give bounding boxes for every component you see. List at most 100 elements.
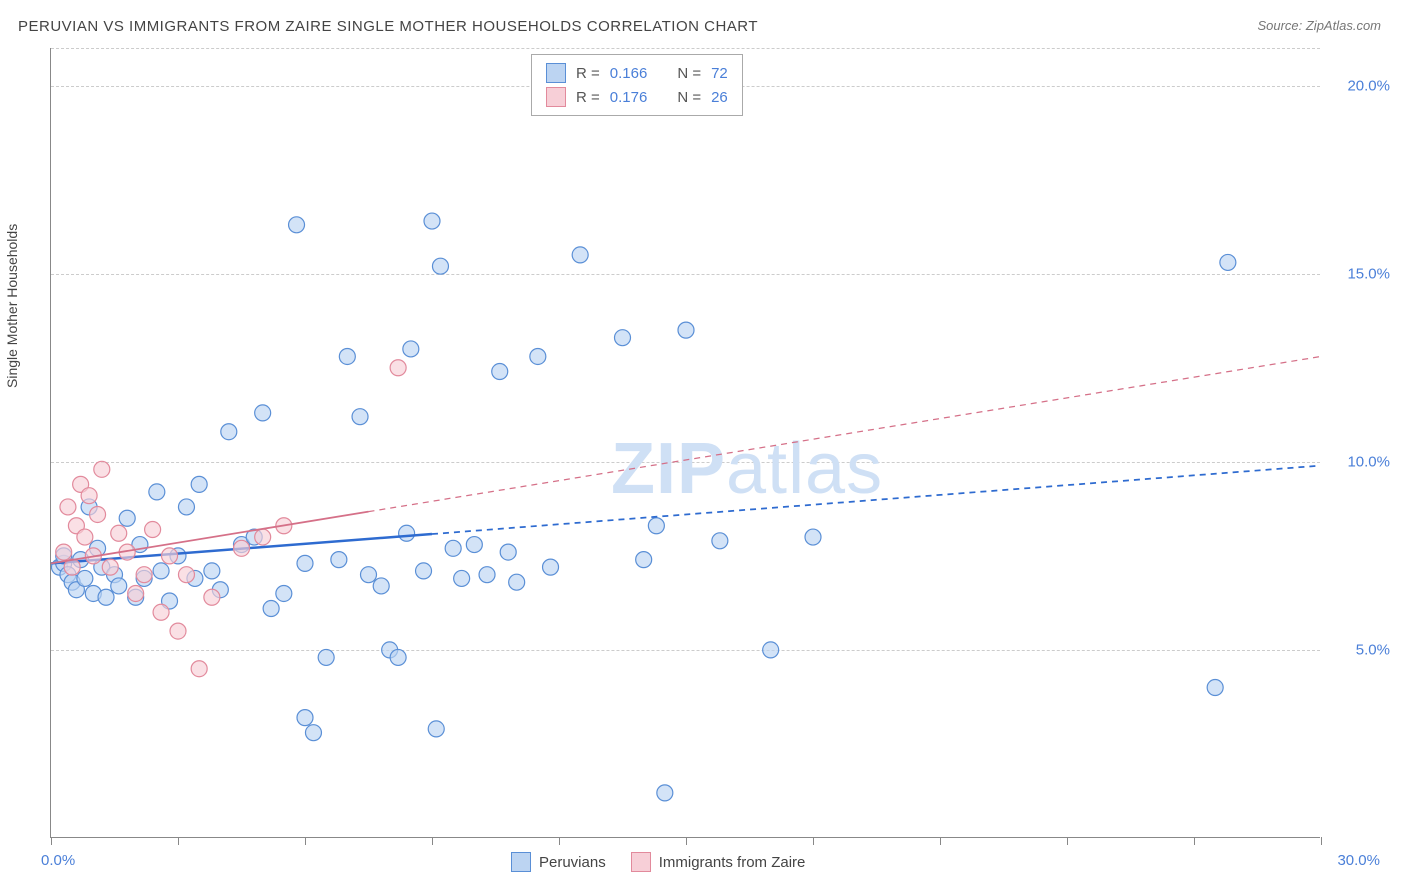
data-point	[509, 574, 525, 590]
data-point	[331, 552, 347, 568]
scatter-plot-svg	[51, 48, 1320, 837]
data-point	[263, 601, 279, 617]
data-point	[305, 725, 321, 741]
legend-bottom-item: Peruvians	[511, 852, 606, 872]
legend-n-value: 26	[711, 89, 728, 106]
data-point	[445, 540, 461, 556]
data-point	[204, 589, 220, 605]
series-legend: Peruvians Immigrants from Zaire	[511, 852, 805, 872]
x-tick	[178, 837, 179, 845]
data-point	[153, 604, 169, 620]
data-point	[98, 589, 114, 605]
legend-swatch	[631, 852, 651, 872]
chart-title: PERUVIAN VS IMMIGRANTS FROM ZAIRE SINGLE…	[18, 18, 758, 35]
y-tick-label: 20.0%	[1330, 77, 1390, 94]
data-point	[90, 506, 106, 522]
legend-bottom-item: Immigrants from Zaire	[631, 852, 806, 872]
y-tick-label: 5.0%	[1330, 641, 1390, 658]
data-point	[145, 522, 161, 538]
data-point	[289, 217, 305, 233]
data-point	[255, 529, 271, 545]
data-point	[191, 661, 207, 677]
data-point	[136, 567, 152, 583]
data-point	[479, 567, 495, 583]
x-tick	[559, 837, 560, 845]
data-point	[276, 585, 292, 601]
data-point	[81, 488, 97, 504]
data-point	[178, 567, 194, 583]
legend-n-label: N =	[677, 65, 701, 82]
legend-r-value: 0.176	[610, 89, 648, 106]
data-point	[572, 247, 588, 263]
data-point	[712, 533, 728, 549]
data-point	[805, 529, 821, 545]
legend-r-value: 0.166	[610, 65, 648, 82]
data-point	[77, 570, 93, 586]
y-axis-label: Single Mother Households	[4, 224, 20, 388]
data-point	[234, 540, 250, 556]
x-tick	[686, 837, 687, 845]
data-point	[162, 548, 178, 564]
data-point	[204, 563, 220, 579]
data-point	[361, 567, 377, 583]
data-point	[492, 364, 508, 380]
x-tick	[432, 837, 433, 845]
legend-swatch	[546, 63, 566, 83]
data-point	[530, 348, 546, 364]
legend-row: R = 0.176 N = 26	[546, 85, 728, 109]
x-tick	[1194, 837, 1195, 845]
data-point	[390, 360, 406, 376]
data-point	[128, 585, 144, 601]
trend-line-dashed	[432, 466, 1320, 534]
data-point	[428, 721, 444, 737]
legend-n-value: 72	[711, 65, 728, 82]
y-tick-label: 10.0%	[1330, 453, 1390, 470]
legend-series-name: Peruvians	[539, 854, 606, 871]
data-point	[119, 510, 135, 526]
legend-row: R = 0.166 N = 72	[546, 61, 728, 85]
data-point	[255, 405, 271, 421]
data-point	[191, 476, 207, 492]
legend-series-name: Immigrants from Zaire	[659, 854, 806, 871]
legend-r-label: R =	[576, 89, 600, 106]
data-point	[1220, 254, 1236, 270]
data-point	[149, 484, 165, 500]
data-point	[454, 570, 470, 586]
data-point	[543, 559, 559, 575]
data-point	[615, 330, 631, 346]
x-tick	[813, 837, 814, 845]
data-point	[352, 409, 368, 425]
data-point	[416, 563, 432, 579]
x-tick	[305, 837, 306, 845]
data-point	[373, 578, 389, 594]
data-point	[399, 525, 415, 541]
trend-line-dashed	[369, 356, 1321, 511]
y-tick-label: 15.0%	[1330, 265, 1390, 282]
data-point	[297, 710, 313, 726]
data-point	[424, 213, 440, 229]
data-point	[763, 642, 779, 658]
x-tick	[1067, 837, 1068, 845]
data-point	[77, 529, 93, 545]
x-tick-label: 30.0%	[1337, 852, 1380, 869]
data-point	[432, 258, 448, 274]
data-point	[648, 518, 664, 534]
legend-n-label: N =	[677, 89, 701, 106]
data-point	[500, 544, 516, 560]
correlation-legend: R = 0.166 N = 72 R = 0.176 N = 26	[531, 54, 743, 116]
data-point	[170, 623, 186, 639]
data-point	[102, 559, 118, 575]
data-point	[94, 461, 110, 477]
x-tick-label: 0.0%	[41, 852, 75, 869]
legend-swatch	[546, 87, 566, 107]
x-tick	[51, 837, 52, 845]
data-point	[56, 544, 72, 560]
legend-r-label: R =	[576, 65, 600, 82]
plot-area: R =0.166N =72R =0.176N =26 ZIPatlas Peru…	[50, 48, 1320, 838]
data-point	[297, 555, 313, 571]
data-point	[111, 578, 127, 594]
data-point	[318, 649, 334, 665]
data-point	[221, 424, 237, 440]
data-point	[1207, 680, 1223, 696]
data-point	[636, 552, 652, 568]
